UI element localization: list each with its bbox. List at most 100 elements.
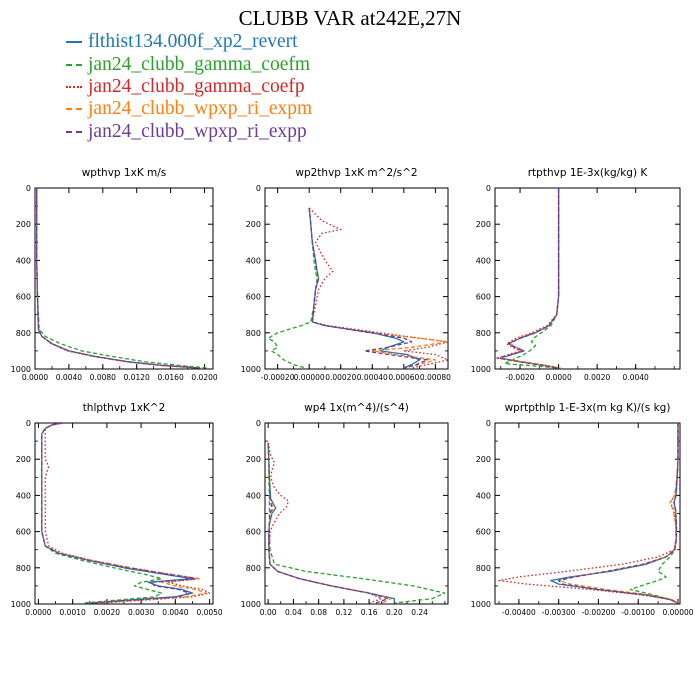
x-tick-label: 0.0000 (545, 373, 571, 382)
series-line (496, 188, 560, 369)
legend-label: jan24_clubb_gamma_coefm (88, 53, 311, 75)
panel-title: wp4 1x(m^4)/(s^4) (304, 402, 409, 414)
y-tick-label: 400 (476, 256, 491, 265)
series-line (308, 207, 429, 369)
plot-frame (494, 422, 681, 605)
y-tick-label: 1000 (241, 600, 261, 609)
x-tick-label: 0.00020 (325, 373, 356, 382)
series-line (308, 207, 448, 369)
x-tick-label: 0.12 (336, 608, 353, 617)
x-tick-label: 0.00000 (663, 608, 694, 617)
panel-title: rtpthvp 1E-3x(kg/kg) K (528, 167, 649, 179)
y-tick-label: 0 (486, 184, 491, 193)
y-tick-label: 400 (246, 256, 261, 265)
x-tick-label: 0.20 (386, 608, 403, 617)
series-group (41, 423, 211, 604)
x-tick-label: 0.0000 (22, 373, 48, 382)
series-line (36, 188, 199, 369)
legend-label: jan24_clubb_wpxp_ri_expm (88, 98, 313, 120)
panel-title: wprtpthlp 1-E-3x(m kg K)/(s kg) (505, 402, 671, 414)
y-tick-label: 600 (16, 293, 31, 302)
x-tick-label: 0.0020 (584, 373, 610, 382)
series-group (496, 188, 561, 369)
x-tick-label: 0.00060 (388, 373, 419, 382)
y-tick-label: 0 (256, 419, 261, 428)
series-line (629, 423, 679, 604)
y-tick-label: 400 (16, 256, 31, 265)
x-tick-label: -0.00300 (542, 608, 576, 617)
y-tick-label: 600 (246, 293, 261, 302)
x-tick-label: -0.0020 (506, 373, 535, 382)
x-tick-label: 0.16 (361, 608, 378, 617)
series-group (498, 423, 679, 604)
series-line (267, 444, 392, 604)
x-tick-label: 0.24 (411, 608, 428, 617)
series-line (500, 188, 560, 369)
x-tick-label: 0.0030 (128, 608, 154, 617)
x-tick-label: 0.0040 (623, 373, 649, 382)
y-tick-label: 800 (246, 329, 261, 338)
legend-item: jan24_clubb_wpxp_ri_expm (66, 98, 312, 120)
series-line (36, 188, 200, 369)
y-tick-label: 1000 (11, 600, 31, 609)
series-line (36, 188, 209, 369)
x-tick-label: 0.0010 (60, 608, 86, 617)
y-tick-label: 200 (476, 220, 491, 229)
y-tick-label: 600 (16, 528, 31, 537)
legend-item: jan24_clubb_wpxp_ri_expp (66, 121, 312, 143)
series-line (558, 423, 679, 604)
x-tick-label: 0.00 (260, 608, 277, 617)
y-tick-label: 400 (16, 491, 31, 500)
y-tick-label: 600 (476, 293, 491, 302)
y-tick-label: 200 (476, 455, 491, 464)
y-tick-label: 1000 (241, 365, 261, 374)
x-tick-label: 0.0050 (196, 608, 222, 617)
x-tick-label: 0.04 (285, 608, 302, 617)
y-tick-label: 0 (486, 419, 491, 428)
y-tick-label: 800 (16, 564, 31, 573)
legend-swatch (66, 85, 82, 88)
legend-item: jan24_clubb_gamma_coefp (66, 76, 312, 98)
x-tick-label: -0.00400 (502, 608, 536, 617)
y-tick-label: 600 (246, 528, 261, 537)
series-line (503, 188, 560, 369)
x-tick-label: 0.0000 (25, 608, 51, 617)
x-tick-label: 0.08 (310, 608, 327, 617)
x-tick-label: 0.00080 (420, 373, 451, 382)
y-tick-label: 200 (246, 220, 261, 229)
x-tick-label: 0.00000 (294, 373, 325, 382)
y-tick-label: 400 (476, 491, 491, 500)
x-tick-label: -0.00200 (582, 608, 616, 617)
x-tick-label: 0.0160 (157, 373, 183, 382)
y-tick-label: 800 (246, 564, 261, 573)
y-tick-label: 200 (16, 455, 31, 464)
chart-panel: rtpthvp 1E-3x(kg/kg) K 0 200 400 600 800 1000 -… (471, 167, 681, 382)
series-group (267, 442, 446, 604)
legend-item: flthist134.000f_xp2_revert (66, 31, 312, 53)
y-tick-label: 800 (476, 564, 491, 573)
plot-frame (34, 187, 214, 370)
series-line (500, 188, 560, 369)
series-line (267, 442, 446, 604)
series-line (41, 423, 194, 604)
y-tick-label: 0 (26, 184, 31, 193)
legend-label: jan24_clubb_wpxp_ri_expp (88, 120, 307, 142)
chart-panel: wprtpthlp 1-E-3x(m kg K)/(s kg) 0 200 400 60… (471, 402, 694, 617)
series-line (498, 188, 561, 369)
series-line (558, 423, 679, 604)
series-line (44, 423, 211, 604)
page-title: CLUBB VAR at242E,27N (238, 6, 462, 30)
legend-swatch (66, 63, 82, 66)
x-tick-label: 0.0080 (90, 373, 116, 382)
x-tick-label: 0.00040 (357, 373, 388, 382)
series-line (41, 423, 197, 604)
series-line (267, 444, 389, 604)
x-tick-label: 0.0200 (191, 373, 217, 382)
x-tick-label: 0.0020 (94, 608, 120, 617)
legend: flthist134.000f_xp2_revert jan24_clubb_g… (66, 31, 312, 143)
y-tick-label: 600 (476, 528, 491, 537)
series-line (267, 444, 396, 604)
series-line (36, 188, 201, 369)
